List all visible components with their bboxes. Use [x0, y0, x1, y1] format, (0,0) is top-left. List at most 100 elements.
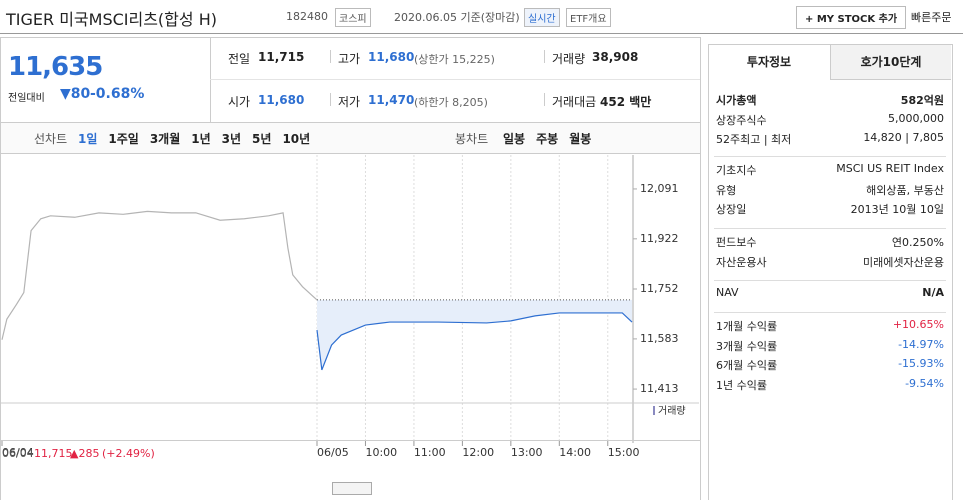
info-label: 자산운용사 [716, 255, 767, 269]
info-value: +10.65% [892, 318, 944, 331]
info-value: 연0.250% [891, 236, 944, 249]
info-value: 2013년 10월 10일 [850, 203, 944, 216]
footer-date: 06/04 [2, 447, 34, 460]
tab-bar [0, 122, 701, 154]
period-tab[interactable]: 3년 [221, 132, 242, 146]
volume-label: 거래량 [658, 405, 686, 417]
info-label: 3개월 수익률 [716, 339, 778, 353]
info-value: 미래에셋자산운용 [863, 255, 944, 269]
footer-price: 11,715 [34, 447, 73, 460]
candle-tab[interactable]: 일봉 [503, 132, 526, 146]
stat-label: 전일 [228, 52, 251, 66]
stat-value: 11,680 [368, 50, 415, 64]
period-tab[interactable]: 1년 [191, 132, 211, 146]
stat-value: 11,680 [258, 93, 305, 107]
realtime-tag[interactable]: 실시간 [524, 8, 560, 27]
stat-label: 저가 [338, 95, 361, 109]
base-date: 2020.06.05 기준(장마감) [394, 11, 520, 24]
x-tick-label: 11:00 [414, 446, 446, 459]
stat-value: 11,715 [258, 50, 305, 64]
period-tab[interactable]: 10년 [282, 132, 311, 146]
chart-box [0, 153, 701, 500]
x-tick-label: 15:00 [608, 446, 640, 459]
info-value: 5,000,000 [888, 111, 944, 125]
price-line [316, 312, 633, 371]
x-tick-label: 06/04 [2, 446, 34, 459]
stock-name: TIGER 미국MSCI리츠(합성 H) [6, 10, 217, 29]
info-value: 582억원 [900, 94, 944, 107]
info-value: -9.54% [905, 376, 944, 390]
y-tick-label: 11,413 [640, 382, 679, 395]
panel-tab[interactable]: 투자정보 [746, 55, 792, 69]
y-tick-label: 11,583 [640, 332, 679, 345]
legend-swatch [653, 406, 655, 415]
market-tag: 코스피 [335, 8, 371, 27]
quick-order[interactable]: 빠른주문 [911, 11, 952, 24]
current-price: 11,635 [8, 52, 103, 82]
stat-label: 거래대금 [552, 95, 597, 109]
divider [330, 93, 331, 106]
panel-border [708, 44, 953, 500]
info-label: 52주최고 | 최저 [716, 133, 792, 146]
divider [544, 93, 545, 106]
stock-code: 182480 [286, 10, 328, 23]
change-label: 전일대비 [8, 93, 45, 104]
info-label: 기초지수 [716, 164, 757, 177]
tab-label: 선차트 [34, 132, 68, 146]
y-tick-label: 11,752 [640, 282, 679, 295]
chart: 12,091 11,922 11,752 11,583 11,413 06/04 06/05… [0, 155, 699, 459]
panel-tab[interactable]: 호가10단계 [830, 45, 951, 80]
period-tab[interactable]: 1일 [78, 132, 98, 146]
info-label: 펀드보수 [716, 236, 757, 249]
x-tick-label: 13:00 [511, 446, 543, 459]
x-tick-label: 14:00 [559, 446, 591, 459]
divider [714, 156, 946, 157]
stat-sub: (상한가 15,225) [414, 53, 495, 66]
info-value: MSCI US REIT Index [836, 162, 944, 175]
area [317, 299, 632, 370]
period-tab[interactable]: 5년 [252, 132, 272, 146]
info-value: N/A [922, 286, 944, 299]
stat-value: 452 백만 [600, 95, 652, 109]
mystock-button[interactable]: + MY STOCK 추가 [796, 6, 907, 29]
info-label: 시가총액 [716, 94, 757, 107]
info-label: 유형 [716, 183, 737, 197]
x-tick-label: 10:00 [365, 446, 397, 459]
stat-label: 고가 [338, 52, 361, 66]
tab-label: 봉차트 [455, 132, 489, 146]
divider [714, 228, 946, 229]
period-tab[interactable]: 1주일 [108, 132, 139, 146]
divider [0, 33, 963, 34]
info-label: 상장일 [716, 203, 747, 216]
info-label: NAV [716, 286, 739, 299]
divider [330, 50, 331, 63]
divider [544, 50, 545, 63]
stat-value: 38,908 [592, 50, 639, 64]
candle-tab[interactable]: 주봉 [536, 132, 559, 146]
info-label: 1개월 수익률 [716, 320, 778, 333]
price-pct: -0.68% [90, 86, 145, 102]
divider [714, 280, 946, 281]
info-label: 1년 수익률 [716, 378, 767, 392]
collapse-handle[interactable] [332, 482, 372, 495]
footer-change: ▲285 [70, 447, 100, 460]
divider [0, 440, 700, 441]
x-tick-label: 12:00 [462, 446, 494, 459]
candle-tab[interactable]: 월봉 [569, 132, 592, 146]
period-tab[interactable]: 3개월 [149, 132, 181, 146]
footer-pct: (+2.49%) [102, 447, 155, 460]
y-tick-label: 11,922 [640, 232, 679, 245]
price-change: ▼80 [60, 86, 91, 102]
etf-button[interactable]: ETF개요 [566, 8, 611, 27]
stat-value: 11,470 [368, 93, 415, 107]
info-value: 14,820 | 7,805 [863, 131, 944, 144]
stat-label: 거래량 [552, 52, 586, 66]
divider [714, 312, 946, 313]
info-label: 상장주식수 [716, 113, 767, 127]
x-tick-label: 06/05 [317, 446, 349, 459]
stat-label: 시가 [228, 95, 251, 109]
stat-sub: (하한가 8,205) [414, 96, 488, 109]
info-label: 6개월 수익률 [716, 359, 778, 372]
info-value: 해외상품, 부동산 [866, 183, 944, 197]
